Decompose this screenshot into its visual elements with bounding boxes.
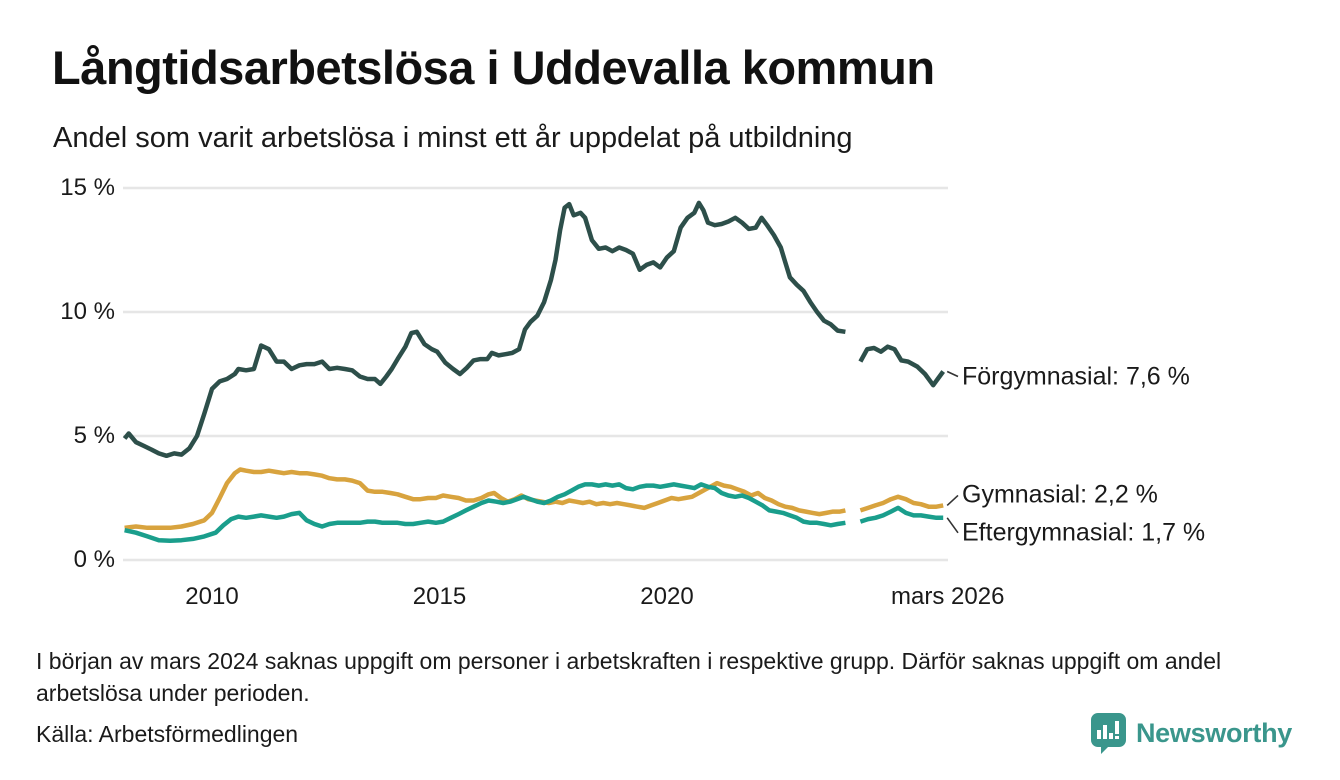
series-end-label-gymnasial: Gymnasial: 2,2 % xyxy=(962,480,1158,509)
series-line-eftergymnasial xyxy=(124,482,846,543)
chart-subtitle: Andel som varit arbetslösa i minst ett å… xyxy=(53,122,853,154)
footnote: I början av mars 2024 saknas uppgift om … xyxy=(36,648,1222,706)
series-line-förgymnasial xyxy=(122,200,846,459)
series-line-eftergymnasial xyxy=(859,505,944,524)
y-axis-tick-label: 5 % xyxy=(73,422,115,449)
series-line-förgymnasial xyxy=(858,344,946,388)
y-axis-tick-label: 15 % xyxy=(60,174,115,201)
x-axis-tick-label: 2015 xyxy=(412,583,467,610)
y-axis-tick-label: 10 % xyxy=(60,298,115,325)
newsworthy-logo: Newsworthy xyxy=(1090,712,1292,754)
series-end-label-eftergymnasial: Eftergymnasial: 1,7 % xyxy=(962,518,1206,547)
x-axis-tick-label: mars 2026 xyxy=(891,583,1005,610)
page-title: Långtidsarbetslösa i Uddevalla kommun xyxy=(52,41,935,94)
newsworthy-logo-text: Newsworthy xyxy=(1135,717,1292,748)
source-credit: Källa: Arbetsförmedlingen xyxy=(36,721,299,747)
series-line-gymnasial xyxy=(859,494,944,513)
end-label-connector xyxy=(946,517,959,534)
x-axis-tick-label: 2020 xyxy=(640,583,694,610)
newsworthy-bubble-icon xyxy=(1090,713,1126,754)
end-label-connector xyxy=(946,494,959,507)
y-axis-tick-label: 0 % xyxy=(73,546,115,573)
x-axis-tick-label: 2010 xyxy=(185,583,239,610)
end-label-connector xyxy=(946,370,959,378)
series-end-label-förgymnasial: Förgymnasial: 7,6 % xyxy=(962,362,1190,391)
